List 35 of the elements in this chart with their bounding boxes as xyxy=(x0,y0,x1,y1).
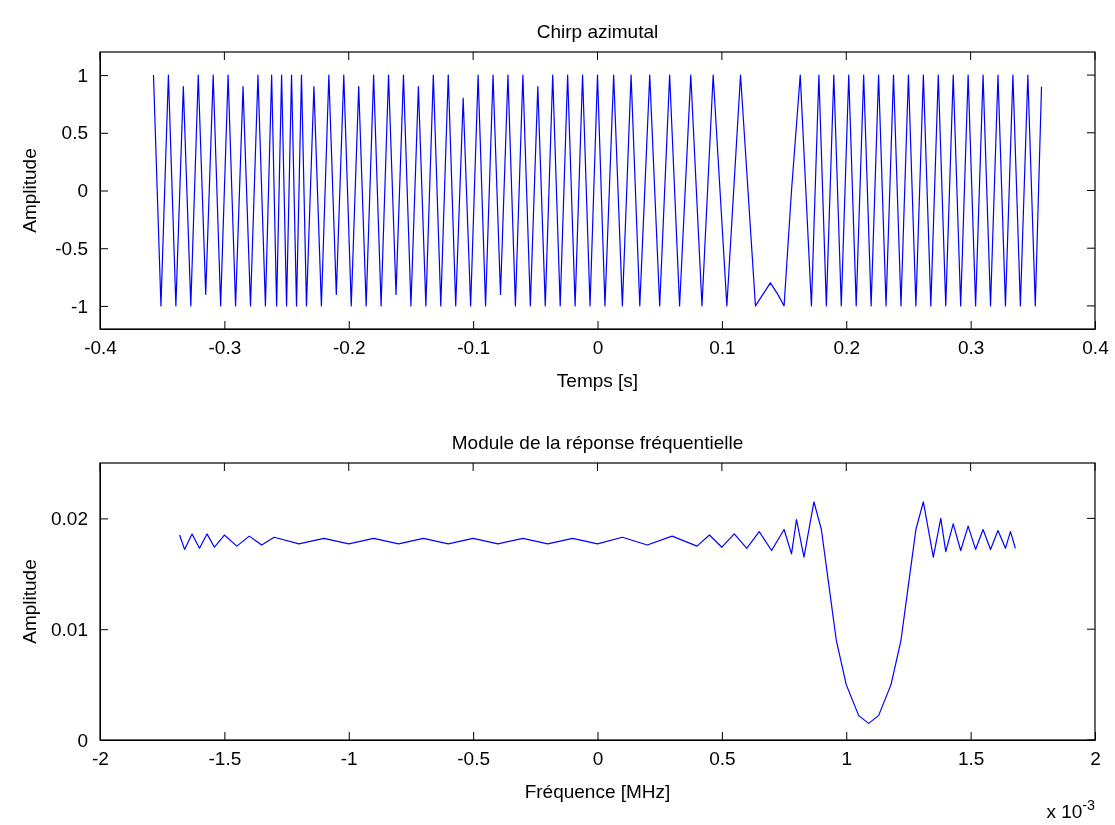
chart-title: Chirp azimutal xyxy=(536,21,659,42)
chart-title: Module de la réponse fréquentielle xyxy=(451,432,744,453)
x-tick-label: 1.5 xyxy=(957,748,985,770)
x-axis-title: Temps [s] xyxy=(556,370,639,391)
y-tick-label: 0.02 xyxy=(51,507,88,529)
line-series xyxy=(179,501,1016,724)
line-series xyxy=(152,74,1043,307)
x-tick-label: -2 xyxy=(92,748,109,770)
x-tick-label: 0 xyxy=(592,748,604,770)
y-tick-label: -1 xyxy=(71,295,88,317)
x-tick-label: 0.4 xyxy=(1082,337,1110,359)
x-tick-label: -0.5 xyxy=(457,748,490,770)
y-tick-label: 1 xyxy=(77,64,88,86)
x-tick-label: 2 xyxy=(1090,748,1101,770)
text: x 10$^{-3}$ xyxy=(1046,797,1096,822)
x-axis-title: Fréquence [MHz] xyxy=(524,781,671,802)
x-tick-label: -0.1 xyxy=(457,337,490,359)
y-tick-label: 0 xyxy=(77,180,88,202)
x-tick-label: 0.3 xyxy=(957,337,985,359)
y-tick-label: 0.01 xyxy=(51,618,88,640)
y-tick-label: 0 xyxy=(77,729,88,751)
x-tick-label: -0.2 xyxy=(332,337,366,359)
y-tick-label: -0.5 xyxy=(55,237,88,259)
x-tick-label: 0.5 xyxy=(709,748,736,770)
x-tick-label: 0.1 xyxy=(709,337,736,359)
x-tick-label: -1.5 xyxy=(208,748,242,770)
x-tick-label: -1 xyxy=(340,748,358,770)
x-tick-label: -0.4 xyxy=(84,337,118,359)
y-tick-label: 0.5 xyxy=(61,122,88,144)
x-tick-label: 0.2 xyxy=(833,337,860,359)
y-axis-title: Amplitude xyxy=(19,148,40,233)
y-axis-title: Amplitude xyxy=(19,559,40,644)
x-tick-label: -0.3 xyxy=(208,337,242,359)
x-tick-label: 1 xyxy=(841,748,853,770)
x-tick-label: 0 xyxy=(592,337,604,359)
